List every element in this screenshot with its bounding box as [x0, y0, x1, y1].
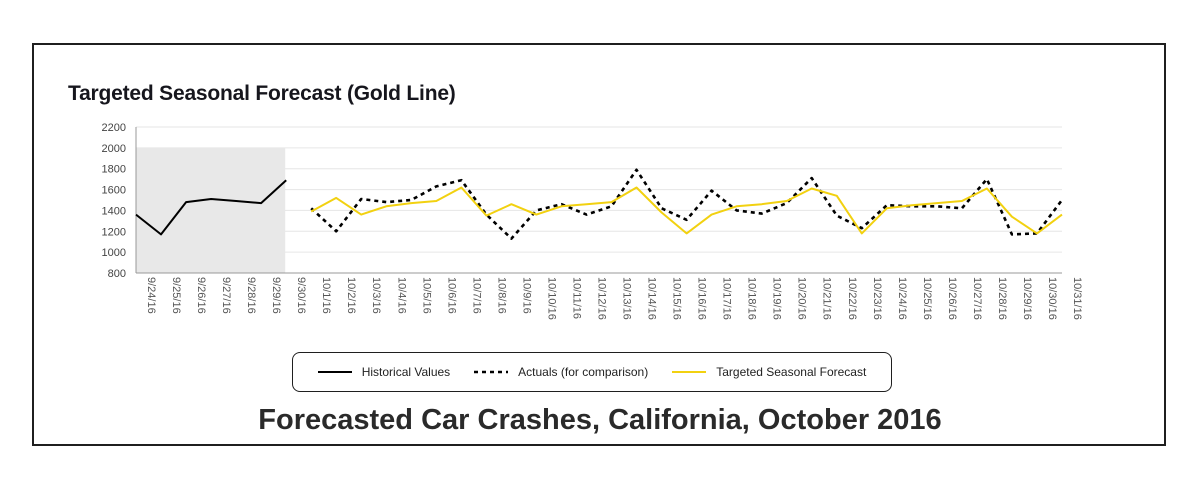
- x-tick-label: 10/5/16: [420, 277, 432, 314]
- x-tick-label: 10/14/16: [646, 277, 658, 320]
- legend: Historical Values Actuals (for compariso…: [292, 352, 892, 392]
- x-tick-label: 10/23/16: [871, 277, 883, 320]
- legend-label-forecast: Targeted Seasonal Forecast: [716, 365, 867, 379]
- x-tick-label: 9/29/16: [270, 277, 282, 314]
- legend-swatch-actuals: [474, 370, 509, 374]
- x-tick-label: 10/1/16: [320, 277, 332, 314]
- x-tick-label: 10/8/16: [495, 277, 507, 314]
- x-tick-label: 9/30/16: [295, 277, 307, 314]
- x-tick-label: 10/7/16: [470, 277, 482, 314]
- legend-label-historical: Historical Values: [361, 365, 451, 379]
- y-tick-label: 1800: [102, 164, 126, 176]
- x-tick-label: 10/22/16: [846, 277, 858, 320]
- series-lines: [135, 168, 1064, 240]
- x-tick-label: 10/24/16: [896, 277, 908, 320]
- x-tick-label: 10/21/16: [821, 277, 833, 320]
- x-tick-label: 10/11/16: [570, 277, 582, 319]
- y-tick-label: 1000: [102, 247, 126, 259]
- series-actuals-line: [310, 168, 1064, 240]
- x-tick-label: 9/24/16: [145, 277, 157, 314]
- grid-lines: [136, 126, 1062, 274]
- y-tick-label: 1400: [102, 205, 126, 217]
- x-tick-label: 10/3/16: [370, 277, 382, 314]
- legend-item-forecast: Targeted Seasonal Forecast: [672, 365, 866, 379]
- axes: [135, 127, 1062, 274]
- x-tick-label: 10/20/16: [796, 277, 808, 320]
- x-tick-label: 10/4/16: [395, 277, 407, 314]
- legend-item-historical: Historical Values: [317, 365, 451, 379]
- x-tick-label: 10/2/16: [345, 277, 357, 314]
- legend-swatch-forecast: [672, 371, 707, 373]
- x-tick-label: 10/18/16: [746, 277, 758, 320]
- x-tick-label: 10/19/16: [771, 277, 783, 320]
- series-forecast-line: [310, 186, 1063, 235]
- x-tick-label: 10/15/16: [671, 277, 683, 320]
- x-tick-label: 10/30/16: [1046, 277, 1058, 320]
- legend-swatch-historical: [317, 371, 352, 373]
- x-tick-label: 10/28/16: [996, 277, 1008, 320]
- y-tick-label: 1600: [102, 185, 126, 197]
- x-tick-label: 10/16/16: [696, 277, 708, 320]
- x-tick-label: 9/27/16: [220, 277, 232, 314]
- historical-shaded-region: [136, 147, 286, 273]
- x-tick-label: 9/26/16: [195, 277, 207, 314]
- x-tick-label: 10/17/16: [721, 277, 733, 320]
- x-tick-label: 10/25/16: [921, 277, 933, 320]
- x-tick-label: 9/25/16: [170, 277, 182, 314]
- y-tick-label: 800: [108, 268, 126, 280]
- legend-item-actuals: Actuals (for comparison): [474, 365, 648, 379]
- x-axis-ticks: 9/24/16 9/25/16 9/26/16 9/27/16 9/28/16 9/29/…: [145, 277, 1083, 320]
- x-tick-label: 10/10/16: [545, 277, 557, 320]
- x-tick-label: 10/12/16: [595, 277, 607, 320]
- x-tick-label: 10/6/16: [445, 277, 457, 314]
- legend-label-actuals: Actuals (for comparison): [518, 365, 649, 379]
- chart-title: Targeted Seasonal Forecast (Gold Line): [68, 82, 456, 105]
- y-tick-label: 1200: [102, 226, 126, 238]
- y-axis-ticks: 800 1000 1200 1400 1600 1800 2000 2200: [102, 122, 126, 280]
- x-tick-label: 10/31/16: [1071, 277, 1083, 320]
- x-tick-label: 9/28/16: [245, 277, 257, 314]
- x-tick-label: 10/9/16: [520, 277, 532, 314]
- y-tick-label: 2200: [102, 122, 126, 134]
- y-tick-label: 2000: [102, 143, 126, 155]
- x-tick-label: 10/27/16: [971, 277, 983, 320]
- x-tick-label: 10/26/16: [946, 277, 958, 320]
- x-tick-label: 10/29/16: [1021, 277, 1033, 320]
- chart-caption: Forecasted Car Crashes, California, Octo…: [258, 404, 942, 436]
- series-historical-line: [135, 179, 287, 236]
- x-tick-label: 10/13/16: [621, 277, 633, 320]
